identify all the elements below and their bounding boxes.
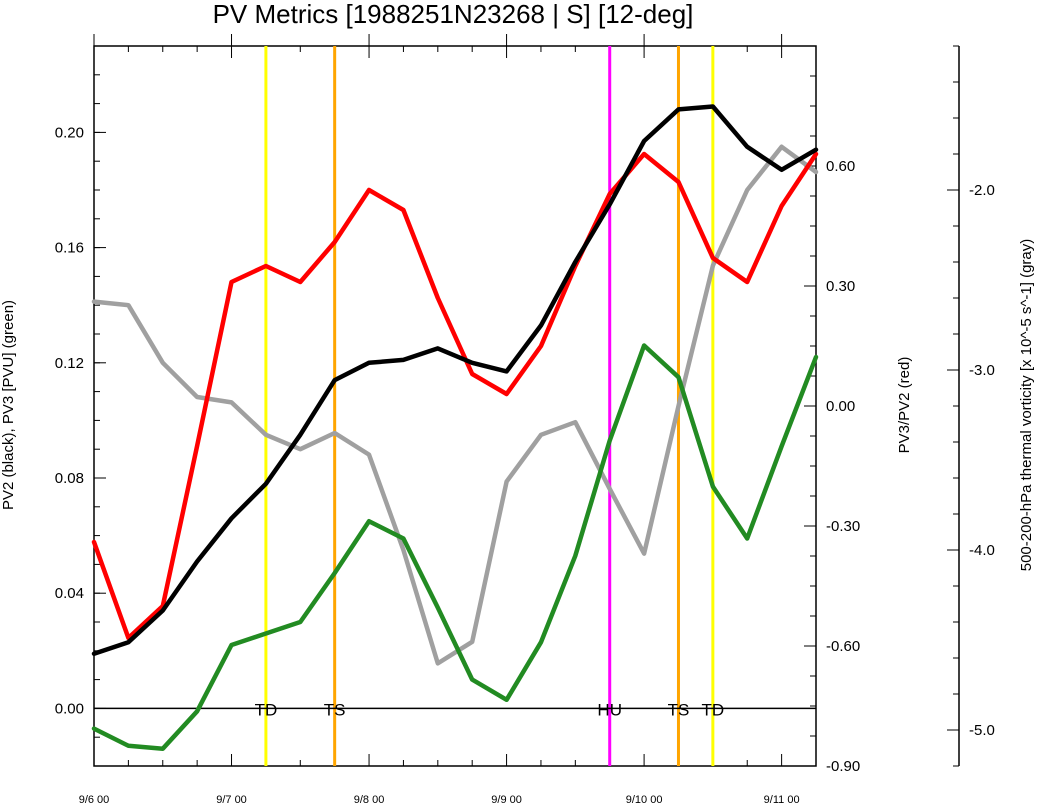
event-label-ts: TS [668,700,690,719]
left-tick-label: 0.16 [55,240,84,257]
left-tick-label: 0.04 [55,585,84,602]
right-tick-label: -0.60 [826,638,860,655]
right-tick-label: 0.60 [826,158,855,175]
far-right-tick-label: -5.0 [969,722,995,739]
left-axis-label: PV2 (black), PV3 [PVU] (green) [0,300,17,510]
right-tick-label: 0.30 [826,278,855,295]
event-label-td: TD [702,700,725,719]
event-labels: TD TS HU TS TD [255,700,725,719]
chart-title: PV Metrics [1988251N23268 | S] [12-deg] [213,0,694,29]
right-tick-label: -0.90 [826,758,860,775]
x-tick-label: 9/8 00 [354,794,385,805]
data-series [91,104,819,751]
event-label-td: TD [255,700,278,719]
right-axis-label: PV3/PV2 (red) [896,357,913,454]
series-line-pv3 [91,343,819,751]
left-tick-label: 0.12 [55,355,84,372]
x-tick-label: 9/9 00 [491,794,522,805]
far-right-axis-label: 500-200-hPa thermal vorticity [x 10^-5 s… [1018,239,1035,572]
axis-ticks: 9/6 00 9/7 00 9/8 00 9/9 00 9/10 00 9/11 00 0.… [55,34,995,805]
far-right-tick-label: -4.0 [969,542,995,559]
right-tick-label: 0.00 [826,398,855,415]
left-tick-label: 0.20 [55,124,84,141]
left-tick-label: 0.08 [55,470,84,487]
x-tick-label: 9/10 00 [626,794,663,805]
far-right-tick-label: -2.0 [969,182,995,199]
series-line-thermal-vorticity [91,144,819,666]
plot-frame [93,45,817,767]
right-tick-label: -0.30 [826,518,860,535]
series-line-pv3-pv2 [91,151,819,641]
x-tick-label: 9/6 00 [79,794,110,805]
event-label-ts: TS [324,700,346,719]
series-line-pv2 [91,104,819,656]
x-tick-label: 9/11 00 [764,794,800,805]
event-label-hu: HU [597,700,622,719]
x-tick-label: 9/7 00 [216,794,247,805]
far-right-tick-label: -3.0 [969,362,995,379]
left-tick-label: 0.00 [55,700,84,717]
